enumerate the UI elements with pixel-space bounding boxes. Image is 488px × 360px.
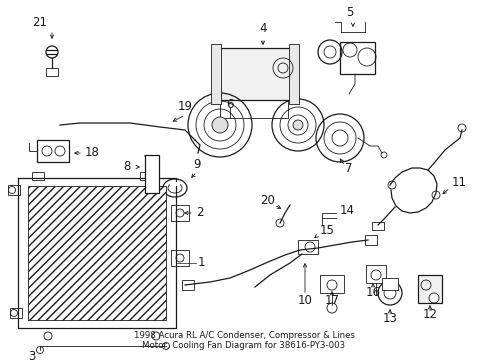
- Bar: [140, 172, 152, 180]
- Text: 19: 19: [177, 100, 192, 113]
- Text: 15: 15: [319, 224, 334, 237]
- Text: 21: 21: [32, 15, 47, 28]
- Bar: [371, 222, 383, 230]
- Text: 9: 9: [193, 158, 201, 171]
- Text: 14: 14: [339, 203, 354, 216]
- Bar: [46, 68, 58, 76]
- Text: 1998 Acura RL A/C Condenser, Compressor & Lines
Motor, Cooling Fan Diagram for 3: 1998 Acura RL A/C Condenser, Compressor …: [133, 330, 354, 350]
- Text: 6: 6: [226, 99, 233, 112]
- Bar: [171, 250, 189, 266]
- Text: 8: 8: [123, 161, 130, 174]
- Bar: [8, 185, 20, 195]
- Text: 12: 12: [422, 309, 437, 321]
- Text: 1: 1: [198, 256, 205, 270]
- Bar: [210, 44, 221, 104]
- Circle shape: [212, 117, 227, 133]
- Text: 18: 18: [85, 147, 100, 159]
- Bar: [288, 44, 298, 104]
- Text: 5: 5: [346, 5, 353, 18]
- Text: 13: 13: [382, 311, 397, 324]
- Bar: [381, 278, 397, 290]
- Bar: [182, 280, 194, 290]
- Text: 2: 2: [196, 207, 203, 220]
- Bar: [170, 182, 180, 186]
- Bar: [10, 308, 22, 318]
- Bar: [145, 155, 159, 193]
- Text: 20: 20: [260, 194, 275, 207]
- Bar: [417, 275, 441, 303]
- Bar: [32, 172, 44, 180]
- Text: 10: 10: [297, 293, 312, 306]
- Text: 17: 17: [324, 293, 339, 306]
- Bar: [37, 140, 69, 162]
- Circle shape: [292, 120, 303, 130]
- Bar: [297, 240, 317, 254]
- Text: 3: 3: [28, 350, 35, 360]
- Bar: [319, 275, 343, 293]
- Bar: [219, 48, 290, 100]
- Text: 11: 11: [451, 176, 466, 189]
- Bar: [171, 205, 189, 221]
- Bar: [364, 235, 376, 245]
- Text: 4: 4: [259, 22, 266, 35]
- Text: 16: 16: [365, 285, 380, 298]
- Bar: [365, 265, 385, 283]
- Text: 7: 7: [345, 162, 352, 175]
- Bar: [28, 186, 165, 320]
- Bar: [339, 42, 374, 74]
